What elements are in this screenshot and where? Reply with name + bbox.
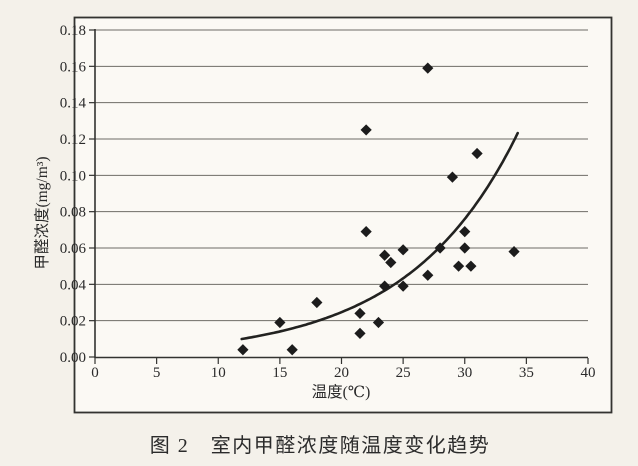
y-tick-label: 0.08 [60,205,86,221]
y-tick-label: 0.02 [60,314,86,330]
trend-curve [240,131,519,341]
y-tick-label: 0.16 [60,59,87,75]
data-point [379,249,391,261]
axes [94,29,588,359]
data-point [372,316,385,329]
data-point [274,316,286,329]
y-tick-label: 0.06 [60,241,87,257]
data-point [360,226,372,238]
y-tick-label: 0.12 [60,132,86,148]
x-axis-label: 温度(℃) [312,383,371,401]
data-point [354,307,366,319]
data-point [397,280,409,292]
y-axis-label: 甲醛浓度(mg/m³) [33,156,51,269]
data-point [508,246,520,258]
data-point [397,244,409,256]
data-point [360,124,372,136]
x-tick-label: 20 [334,365,349,381]
tick-marks [89,29,589,364]
y-tick-label: 0.14 [60,96,87,112]
data-point [379,280,391,292]
data-points [237,62,520,356]
gridlines [95,29,588,322]
data-point [471,147,483,160]
x-tick-label: 35 [519,365,534,381]
x-tick-label: 30 [457,365,472,381]
data-point [465,260,477,272]
figure-border [73,16,613,414]
data-point [459,242,471,254]
data-point [311,296,323,309]
y-tick-label: 0.18 [60,23,86,39]
x-tick-label: 25 [396,365,411,381]
x-tick-label: 0 [91,365,99,381]
data-point [452,260,465,272]
data-point [237,344,249,356]
data-point [422,269,434,281]
data-point [446,171,459,183]
y-tick-label: 0.04 [60,277,87,293]
data-point [354,327,366,339]
data-point [459,226,471,238]
y-tick-label: 0.00 [60,350,86,366]
data-point [286,344,298,356]
y-tick-label: 0.10 [60,168,86,184]
x-tick-label: 10 [211,365,226,381]
x-tick-label: 40 [581,365,596,381]
figure-caption: 图 2 室内甲醛浓度随温度变化趋势 [150,434,491,457]
data-point [422,62,434,74]
x-tick-label: 15 [272,365,287,381]
data-point [434,242,446,254]
tick-labels: 0.00 0.02 0.04 0.06 0.08 0.10 0.12 0.14 0.16 0.18… [60,23,596,381]
data-point [385,256,397,269]
x-tick-label: 5 [153,365,161,381]
